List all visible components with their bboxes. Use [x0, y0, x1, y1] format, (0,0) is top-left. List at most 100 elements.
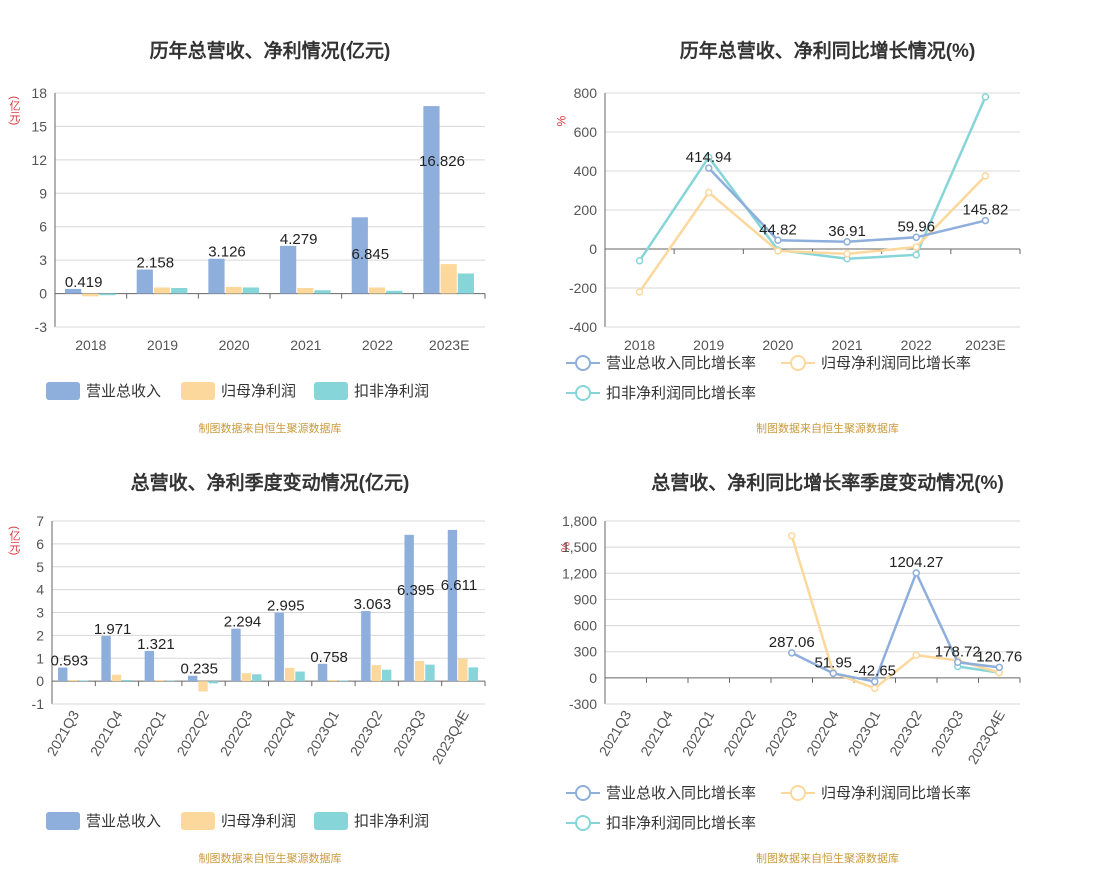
x-tick-label: 2022: [362, 337, 393, 353]
data-label: 120.76: [976, 648, 1022, 665]
bar-revenue: [231, 628, 241, 682]
y-tick-label: 1,500: [562, 539, 597, 555]
bar-net-profit: [414, 660, 425, 682]
bar-deducted-profit: [252, 674, 262, 682]
data-point: [912, 233, 920, 242]
legend-label: 扣非净利润同比增长率: [606, 385, 757, 402]
data-label: 178.72: [935, 643, 981, 660]
y-tick-label: 3: [39, 252, 47, 268]
x-tick-label: 2022Q4: [803, 707, 842, 758]
y-tick-label: 5: [36, 559, 44, 575]
x-tick-label: 2023Q2: [886, 707, 925, 758]
legend-item-net-profit[interactable]: 归母净利润: [181, 380, 296, 401]
data-label: 2.158: [137, 255, 175, 272]
data-point: [912, 651, 920, 659]
data-point: [705, 153, 713, 162]
chart-title: 历年总营收、净利情况(亿元): [149, 41, 391, 62]
legend-item-revenue[interactable]: 营业总收入: [46, 810, 161, 831]
source-note: 制图数据来自恒生聚源数据库: [756, 853, 899, 865]
x-tick-label: 2021: [290, 337, 321, 353]
y-tick-label: 0: [589, 670, 597, 686]
bar-deducted-profit: [425, 664, 435, 682]
y-unit-label: (亿元): [8, 96, 20, 126]
legend-item-deducted-profit[interactable]: 扣非净利润: [314, 380, 429, 401]
x-tick-label: 2023Q1: [845, 707, 884, 758]
legend-item-net-profit[interactable]: 归母净利润: [181, 810, 296, 831]
x-tick-label: 2021Q4: [87, 707, 126, 758]
bar-net-profit: [198, 681, 208, 692]
data-point: [954, 658, 962, 667]
legend-swatch: [566, 784, 600, 802]
bar-net-profit: [297, 288, 314, 294]
annual-values-panel: 历年总营收、净利情况(亿元) (亿元) -3 0 3 6 9 12 15 18 2018 2019…: [0, 0, 540, 440]
y-tick-label: 200: [574, 202, 598, 218]
series-line: [791, 569, 1000, 684]
x-tick-label: 2021Q4: [637, 707, 676, 758]
data-point: [829, 669, 837, 678]
legend-item-deducted-profit-growth[interactable]: 扣非净利润同比增长率: [566, 812, 756, 833]
y-tick-label: 2: [36, 627, 44, 643]
bar-deducted-profit: [99, 293, 116, 296]
data-point: [912, 243, 920, 251]
x-tick-label: 2022Q1: [130, 707, 169, 758]
legend-item-net-profit-growth[interactable]: 归母净利润同比增长率: [781, 352, 971, 373]
data-point: [981, 172, 990, 180]
data-label: 0.758: [310, 649, 348, 666]
y-tick-label: 600: [574, 124, 598, 140]
legend-swatch: [566, 814, 600, 832]
x-tick-label: 2022Q3: [217, 707, 256, 758]
x-tick-label: 2023Q3: [928, 707, 967, 758]
legend-item-revenue-growth[interactable]: 营业总收入同比增长率: [566, 782, 756, 803]
bar-revenue: [280, 245, 297, 294]
legend-label: 归母净利润同比增长率: [821, 785, 972, 802]
data-point: [774, 236, 782, 245]
legend-swatch: [314, 381, 348, 400]
bar-revenue: [361, 611, 371, 682]
annual-growth-chart: -400 -200 0 200 400 600 800 2018 2019 2020 2021 202…: [569, 85, 1021, 353]
bar-deducted-profit: [122, 679, 132, 682]
data-point: [871, 684, 879, 693]
bar-deducted-profit: [242, 287, 259, 294]
legend-label: 归母净利润同比增长率: [821, 355, 972, 372]
bar-net-profit: [284, 667, 295, 682]
data-label: 51.95: [814, 654, 852, 671]
data-label: 59.96: [897, 218, 935, 235]
legend-label: 营业总收入: [86, 383, 162, 400]
legend-item-net-profit-growth[interactable]: 归母净利润同比增长率: [781, 782, 971, 803]
data-label: 6.611: [441, 577, 477, 594]
bar-deducted-profit: [171, 288, 188, 294]
bar-net-profit: [155, 679, 165, 682]
y-tick-label: 3: [36, 605, 44, 621]
legend-swatch: [181, 811, 215, 830]
y-tick-label: -200: [569, 280, 597, 296]
legend-item-revenue[interactable]: 营业总收入: [46, 380, 161, 401]
bar-net-profit: [328, 679, 338, 682]
legend-label: 扣非净利润同比增长率: [606, 815, 757, 832]
legend-item-deducted-profit[interactable]: 扣非净利润: [314, 810, 429, 831]
data-label: 6.845: [352, 246, 390, 263]
data-label: 0.593: [51, 653, 89, 670]
legend-swatch: [566, 384, 600, 402]
bar-revenue: [65, 288, 82, 294]
bar-deducted-profit: [338, 680, 349, 682]
y-tick-label: 800: [574, 85, 598, 101]
data-label: -42.65: [853, 663, 896, 680]
y-tick-label: 1,800: [562, 513, 597, 529]
x-tick-label: 2023E: [429, 337, 469, 353]
bar-revenue: [423, 106, 440, 294]
bar-revenue: [58, 667, 68, 682]
bar-net-profit: [371, 665, 381, 682]
data-label: 44.82: [759, 221, 797, 238]
y-tick-label: 400: [574, 163, 598, 179]
legend-item-deducted-profit-growth[interactable]: 扣非净利润同比增长率: [566, 382, 756, 403]
legend-item-revenue-growth[interactable]: 营业总收入同比增长率: [566, 352, 756, 373]
bar-deducted-profit: [208, 681, 219, 684]
legend-label: 归母净利润: [221, 813, 297, 830]
x-tick-label: 2021: [832, 337, 863, 353]
bar-net-profit: [440, 264, 457, 294]
source-note: 制图数据来自恒生聚源数据库: [756, 423, 899, 435]
x-tick-label: 2020: [762, 337, 793, 353]
x-tick-label: 2018: [75, 337, 106, 353]
x-tick-label: 2023E: [965, 337, 1005, 353]
legend-label: 扣非净利润: [354, 813, 430, 830]
